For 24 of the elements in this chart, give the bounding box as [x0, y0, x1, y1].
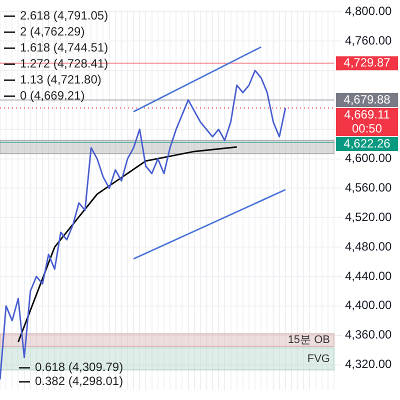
annotation: 1.272 (4,728.41) — [20, 56, 108, 71]
ref-line-label: 4,622.26 — [344, 136, 391, 150]
y-tick-label: 4,600.00 — [345, 151, 392, 166]
y-tick-label: 4,520.00 — [345, 210, 392, 224]
annotation: 1.13 (4,721.80) — [20, 72, 102, 87]
annotation: 0.382 (4,298.01) — [35, 374, 124, 388]
y-tick-label: 4,400.00 — [345, 298, 392, 312]
y-tick-label: 4,560.00 — [345, 180, 392, 195]
y-tick-label: 4,320.00 — [345, 357, 392, 372]
band-label: FVG — [307, 352, 330, 365]
annotation: 0 (4,669.21) — [20, 88, 85, 103]
annotation: 2.618 (4,791.05) — [20, 8, 108, 23]
y-tick-label: 4,360.00 — [345, 328, 392, 342]
y-tick-label: 4,760.00 — [345, 33, 392, 48]
y-tick-label: 4,480.00 — [345, 239, 392, 254]
y-tick-label: 4,440.00 — [345, 268, 392, 283]
annotation: 2 (4,762.29) — [20, 24, 85, 39]
ref-line-label: 4,679.88 — [344, 92, 391, 106]
band-label: 15분 OB — [288, 334, 330, 346]
ref-line-label: 4,729.87 — [344, 56, 391, 70]
annotation: 0.618 (4,309.79) — [35, 360, 124, 374]
y-tick-label: 4,800.00 — [345, 4, 392, 18]
annotation: 1.618 (4,744.51) — [20, 40, 108, 55]
ref-line-label: 4,669.11 00:50 — [344, 107, 390, 136]
